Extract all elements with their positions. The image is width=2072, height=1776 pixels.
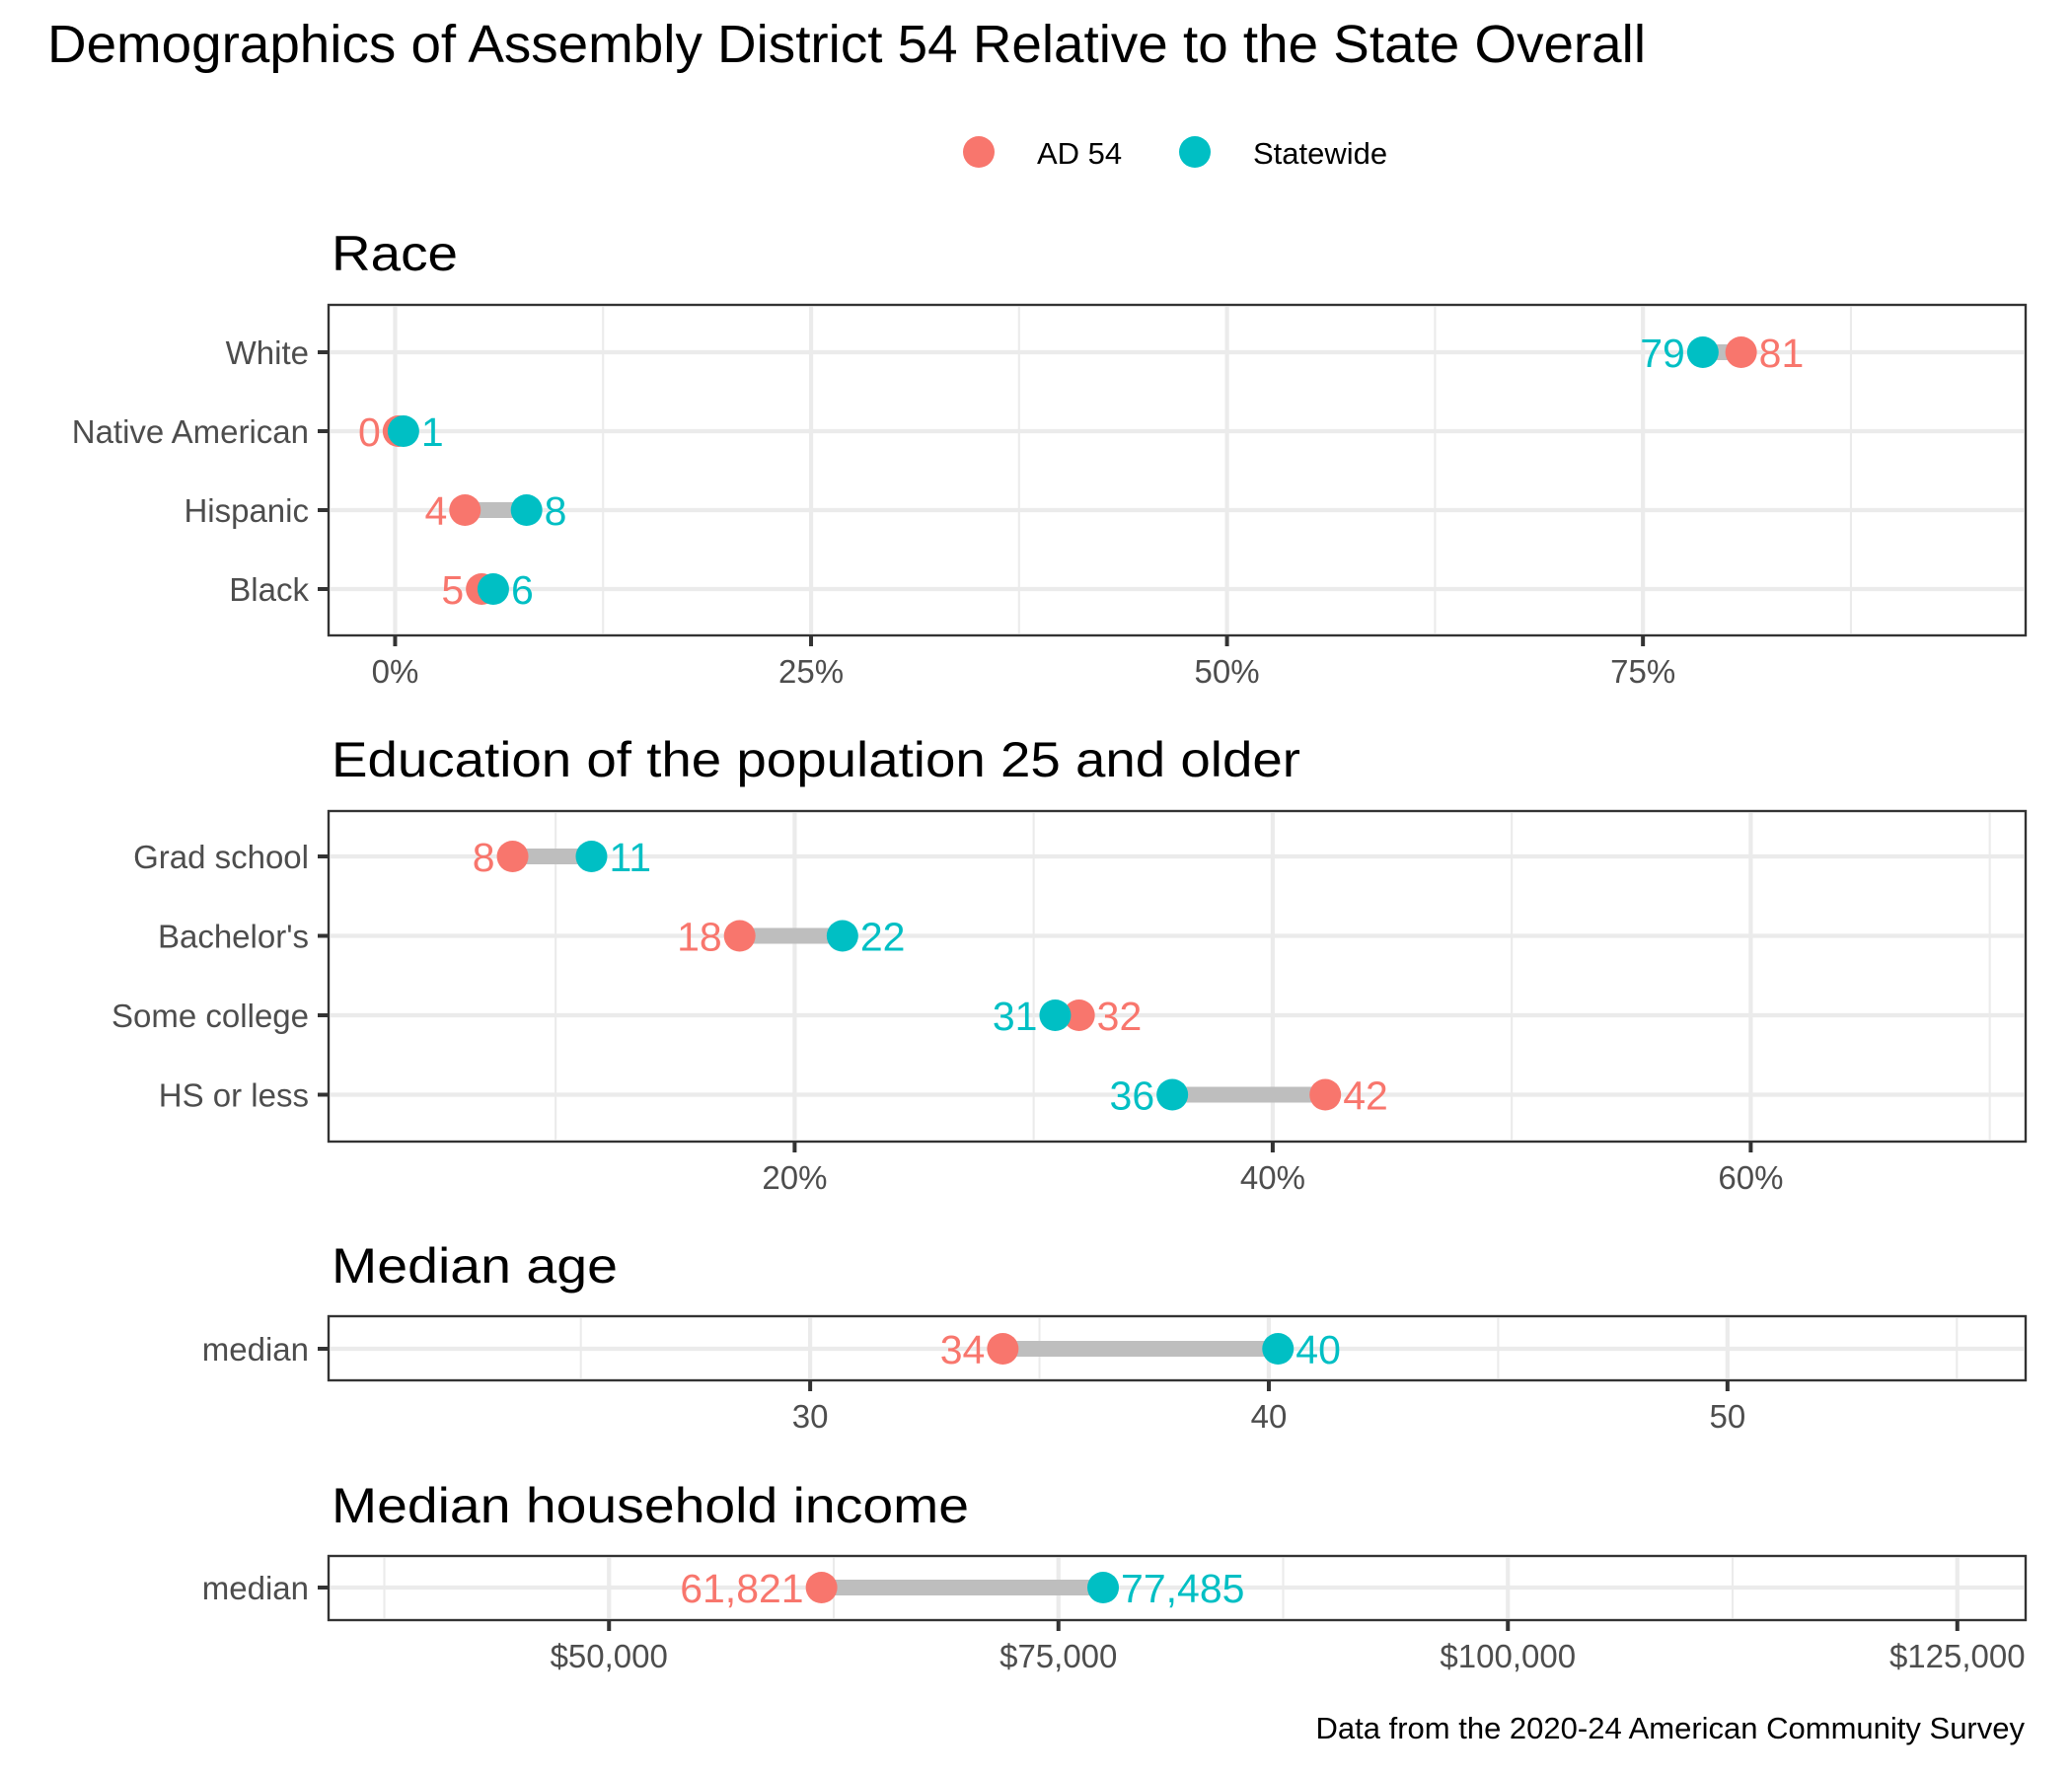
panel-median-household-income: Median household income $50,000 $75,000 $10… — [202, 1478, 2028, 1674]
value-label-statewide: 11 — [609, 835, 651, 880]
panel-border — [327, 303, 2028, 637]
x-tick-label: 75% — [1610, 653, 1675, 690]
value-label-ad54: 61,821 — [680, 1566, 803, 1611]
value-label-ad54: 32 — [1097, 994, 1143, 1039]
x-tick-label: $75,000 — [999, 1638, 1117, 1674]
y-tick-label: Native American — [72, 413, 309, 450]
x-tick-label: 0% — [372, 653, 419, 690]
value-label-statewide: 6 — [511, 567, 534, 613]
x-tick-label: 60% — [1718, 1159, 1783, 1196]
y-tick-label: Black — [229, 571, 309, 608]
point-statewide — [1156, 1078, 1189, 1111]
chart-caption: Data from the 2020-24 American Community… — [1316, 1711, 2026, 1745]
point-ad54 — [987, 1333, 1019, 1365]
value-label-statewide: 79 — [1640, 331, 1685, 376]
legend-swatch-statewide — [1179, 136, 1211, 168]
y-tick-label: Grad school — [133, 839, 309, 875]
legend: AD 54 Statewide — [963, 136, 1387, 171]
x-tick-label: 40% — [1240, 1159, 1305, 1196]
legend-label-ad54: AD 54 — [1037, 136, 1122, 171]
x-tick-label: 50% — [1195, 653, 1260, 690]
x-tick-label: 50 — [1709, 1398, 1745, 1435]
panel-title: Education of the population 25 and older — [332, 732, 1300, 787]
panel-border — [327, 809, 2028, 1144]
point-statewide — [826, 920, 858, 952]
legend-swatch-ad54 — [963, 136, 995, 168]
point-statewide — [575, 841, 608, 872]
x-tick-label: $125,000 — [1889, 1638, 2026, 1674]
y-tick-label: median — [202, 1570, 309, 1606]
panel-race: Race 0% 25% 50% 75% White Native American Hispa… — [72, 226, 2028, 690]
value-label-ad54: 42 — [1343, 1073, 1388, 1119]
y-tick-label: White — [226, 334, 309, 371]
point-ad54 — [723, 920, 756, 952]
point-statewide — [387, 415, 419, 447]
x-tick-label: 40 — [1251, 1398, 1288, 1435]
x-tick-label: $50,000 — [551, 1638, 668, 1674]
point-ad54 — [1063, 999, 1095, 1031]
value-label-ad54: 34 — [940, 1327, 986, 1372]
point-statewide — [1039, 999, 1072, 1031]
value-label-ad54: 81 — [1759, 331, 1805, 376]
value-label-statewide: 40 — [1295, 1327, 1341, 1372]
value-label-ad54: 8 — [473, 835, 495, 880]
y-tick-label: Hispanic — [184, 492, 309, 529]
value-label-statewide: 36 — [1110, 1073, 1155, 1119]
legend-label-statewide: Statewide — [1253, 136, 1387, 171]
panel-title: Median household income — [332, 1478, 969, 1533]
panel-education-of-the-population-25-and-older: Education of the population 25 and older… — [111, 732, 2028, 1196]
x-tick-label: 25% — [778, 653, 844, 690]
value-label-statewide: 31 — [993, 994, 1038, 1039]
value-label-statewide: 1 — [421, 409, 444, 455]
value-label-ad54: 18 — [677, 915, 722, 960]
point-ad54 — [1309, 1078, 1342, 1111]
point-ad54 — [496, 841, 529, 872]
value-label-ad54: 5 — [441, 567, 464, 613]
value-label-statewide: 77,485 — [1121, 1566, 1244, 1611]
value-label-statewide: 22 — [860, 915, 906, 960]
value-label-ad54: 4 — [424, 488, 447, 534]
x-tick-label: 20% — [762, 1159, 827, 1196]
panel-title: Median age — [332, 1238, 618, 1294]
x-tick-label: $100,000 — [1440, 1638, 1576, 1674]
panel-title: Race — [332, 226, 458, 281]
y-tick-label: Bachelor's — [158, 919, 309, 955]
y-tick-label: HS or less — [159, 1077, 309, 1114]
y-tick-label: median — [202, 1331, 309, 1368]
point-statewide — [1262, 1333, 1295, 1365]
value-label-ad54: 0 — [358, 409, 381, 455]
point-ad54 — [1725, 336, 1757, 368]
point-statewide — [1686, 336, 1719, 368]
point-statewide — [510, 494, 543, 526]
point-statewide — [1087, 1572, 1120, 1603]
value-label-statewide: 8 — [545, 488, 567, 534]
point-statewide — [477, 573, 509, 605]
point-ad54 — [449, 494, 481, 526]
x-tick-label: 30 — [792, 1398, 829, 1435]
chart-title: Demographics of Assembly District 54 Rel… — [47, 15, 1646, 74]
point-ad54 — [805, 1572, 838, 1603]
y-tick-label: Some college — [111, 998, 309, 1034]
panel-median-age: Median age 30 40 50 median 34 40 — [202, 1238, 2028, 1435]
